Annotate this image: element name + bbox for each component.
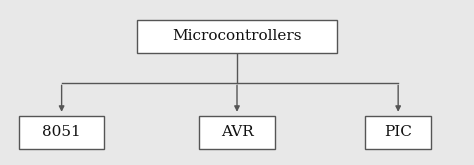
- Text: AVR: AVR: [220, 125, 254, 139]
- Text: Microcontrollers: Microcontrollers: [172, 29, 302, 43]
- Text: PIC: PIC: [384, 125, 412, 139]
- FancyBboxPatch shape: [365, 115, 431, 148]
- Text: 8051: 8051: [42, 125, 81, 139]
- FancyBboxPatch shape: [19, 115, 104, 148]
- FancyBboxPatch shape: [199, 115, 275, 148]
- FancyBboxPatch shape: [137, 20, 337, 53]
